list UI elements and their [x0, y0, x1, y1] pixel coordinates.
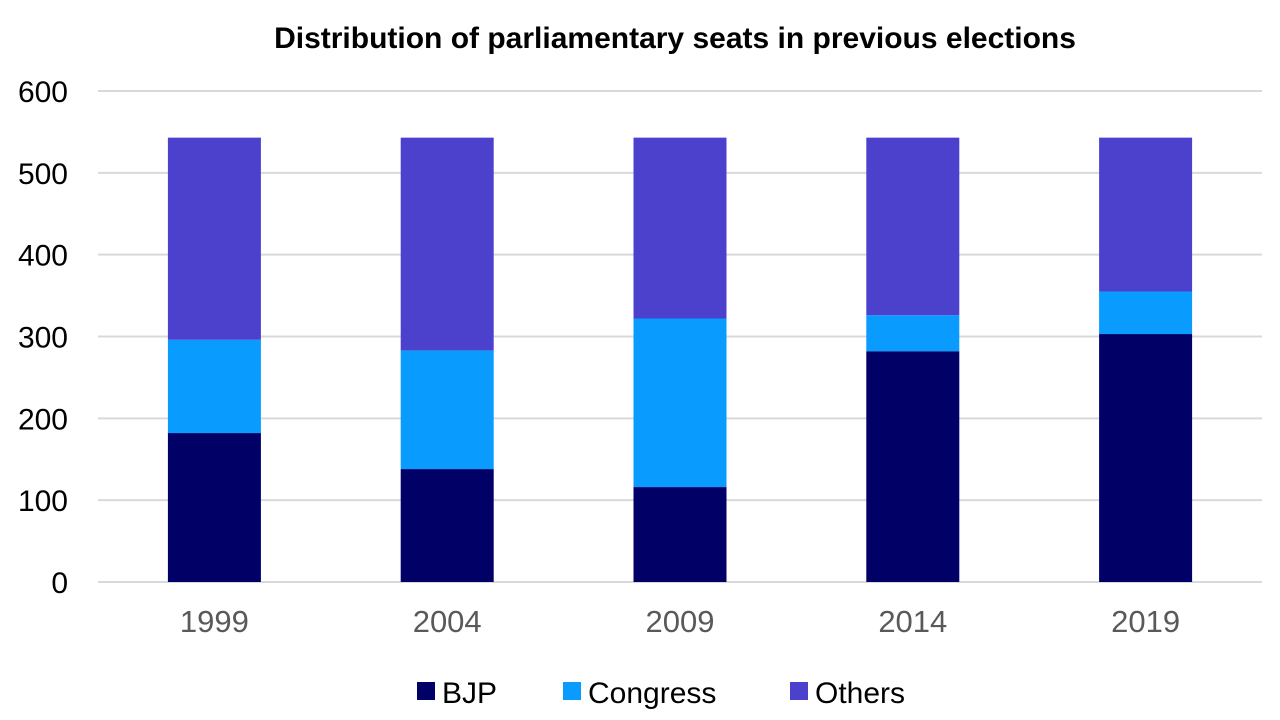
bars [167, 137, 1193, 582]
bar-bjp-2004 [400, 469, 494, 582]
bar-others-1999 [167, 137, 261, 340]
chart-title: Distribution of parliamentary seats in p… [274, 22, 1076, 55]
x-tick-label: 2014 [878, 604, 947, 639]
bar-congress-2004 [400, 350, 494, 470]
y-tick-label: 400 [18, 240, 68, 273]
bar-congress-2014 [866, 315, 960, 352]
bar-bjp-1999 [167, 433, 261, 582]
y-tick-label: 500 [18, 158, 68, 191]
legend-label-congress: Congress [588, 677, 716, 710]
y-axis-ticks: 0 100 200 300 400 500 600 [18, 76, 68, 600]
bar-congress-2019 [1099, 291, 1193, 335]
bar-others-2009 [633, 137, 727, 319]
x-tick-label: 1999 [180, 604, 249, 639]
bar-bjp-2014 [866, 351, 960, 582]
y-tick-label: 0 [51, 567, 68, 600]
y-tick-label: 100 [18, 485, 68, 518]
bar-congress-2009 [633, 318, 727, 488]
legend: BJP Congress Others [417, 677, 905, 710]
legend-swatch-congress [563, 682, 581, 700]
bar-others-2014 [866, 137, 960, 316]
x-axis-ticks: 1999 2004 2009 2014 2019 [180, 604, 1180, 639]
legend-swatch-bjp [417, 682, 435, 700]
bar-bjp-2009 [633, 487, 727, 582]
bar-bjp-2019 [1099, 334, 1193, 582]
bar-congress-1999 [167, 339, 261, 434]
x-tick-label: 2009 [646, 604, 715, 639]
y-tick-label: 600 [18, 76, 68, 109]
bar-others-2019 [1099, 137, 1193, 292]
x-tick-label: 2019 [1111, 604, 1180, 639]
legend-label-others: Others [815, 677, 905, 710]
y-tick-label: 300 [18, 322, 68, 355]
x-tick-label: 2004 [413, 604, 482, 639]
bar-others-2004 [400, 137, 494, 351]
legend-label-bjp: BJP [442, 677, 497, 710]
legend-swatch-others [790, 682, 808, 700]
y-tick-label: 200 [18, 403, 68, 436]
